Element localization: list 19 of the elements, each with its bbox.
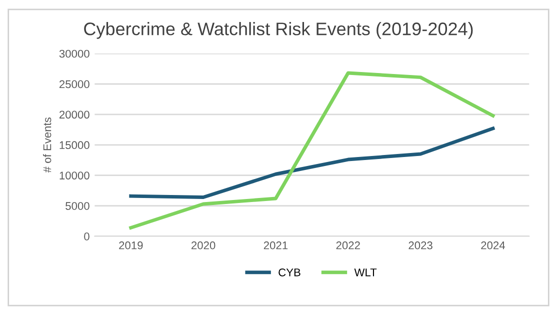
y-tick-label: 15000: [60, 141, 90, 150]
chart-title: Cybercrime & Watchlist Risk Events (2019-2024): [84, 22, 473, 39]
line-series: [129, 71, 495, 230]
y-tick-label: 25000: [59, 80, 90, 88]
y-tick-label: 0: [84, 232, 90, 240]
x-tick-label: 2019: [119, 241, 143, 250]
y-axis-title: # of Events: [43, 118, 52, 173]
x-tick-label: 2022: [336, 241, 360, 250]
legend-label: WLT: [354, 268, 377, 276]
legend-label: CYB: [278, 268, 300, 276]
y-tick-label: 20000: [59, 110, 90, 119]
y-tick-label: 10000: [60, 172, 90, 180]
y-tick-label: 5000: [66, 202, 90, 210]
y-tick-label: 30000: [59, 50, 90, 58]
x-tick-label: 2024: [481, 241, 505, 250]
x-tick-label: 2020: [192, 241, 216, 250]
x-tick-label: 2021: [264, 241, 288, 250]
x-tick-label: 2023: [408, 241, 432, 250]
line-series: [129, 126, 495, 200]
